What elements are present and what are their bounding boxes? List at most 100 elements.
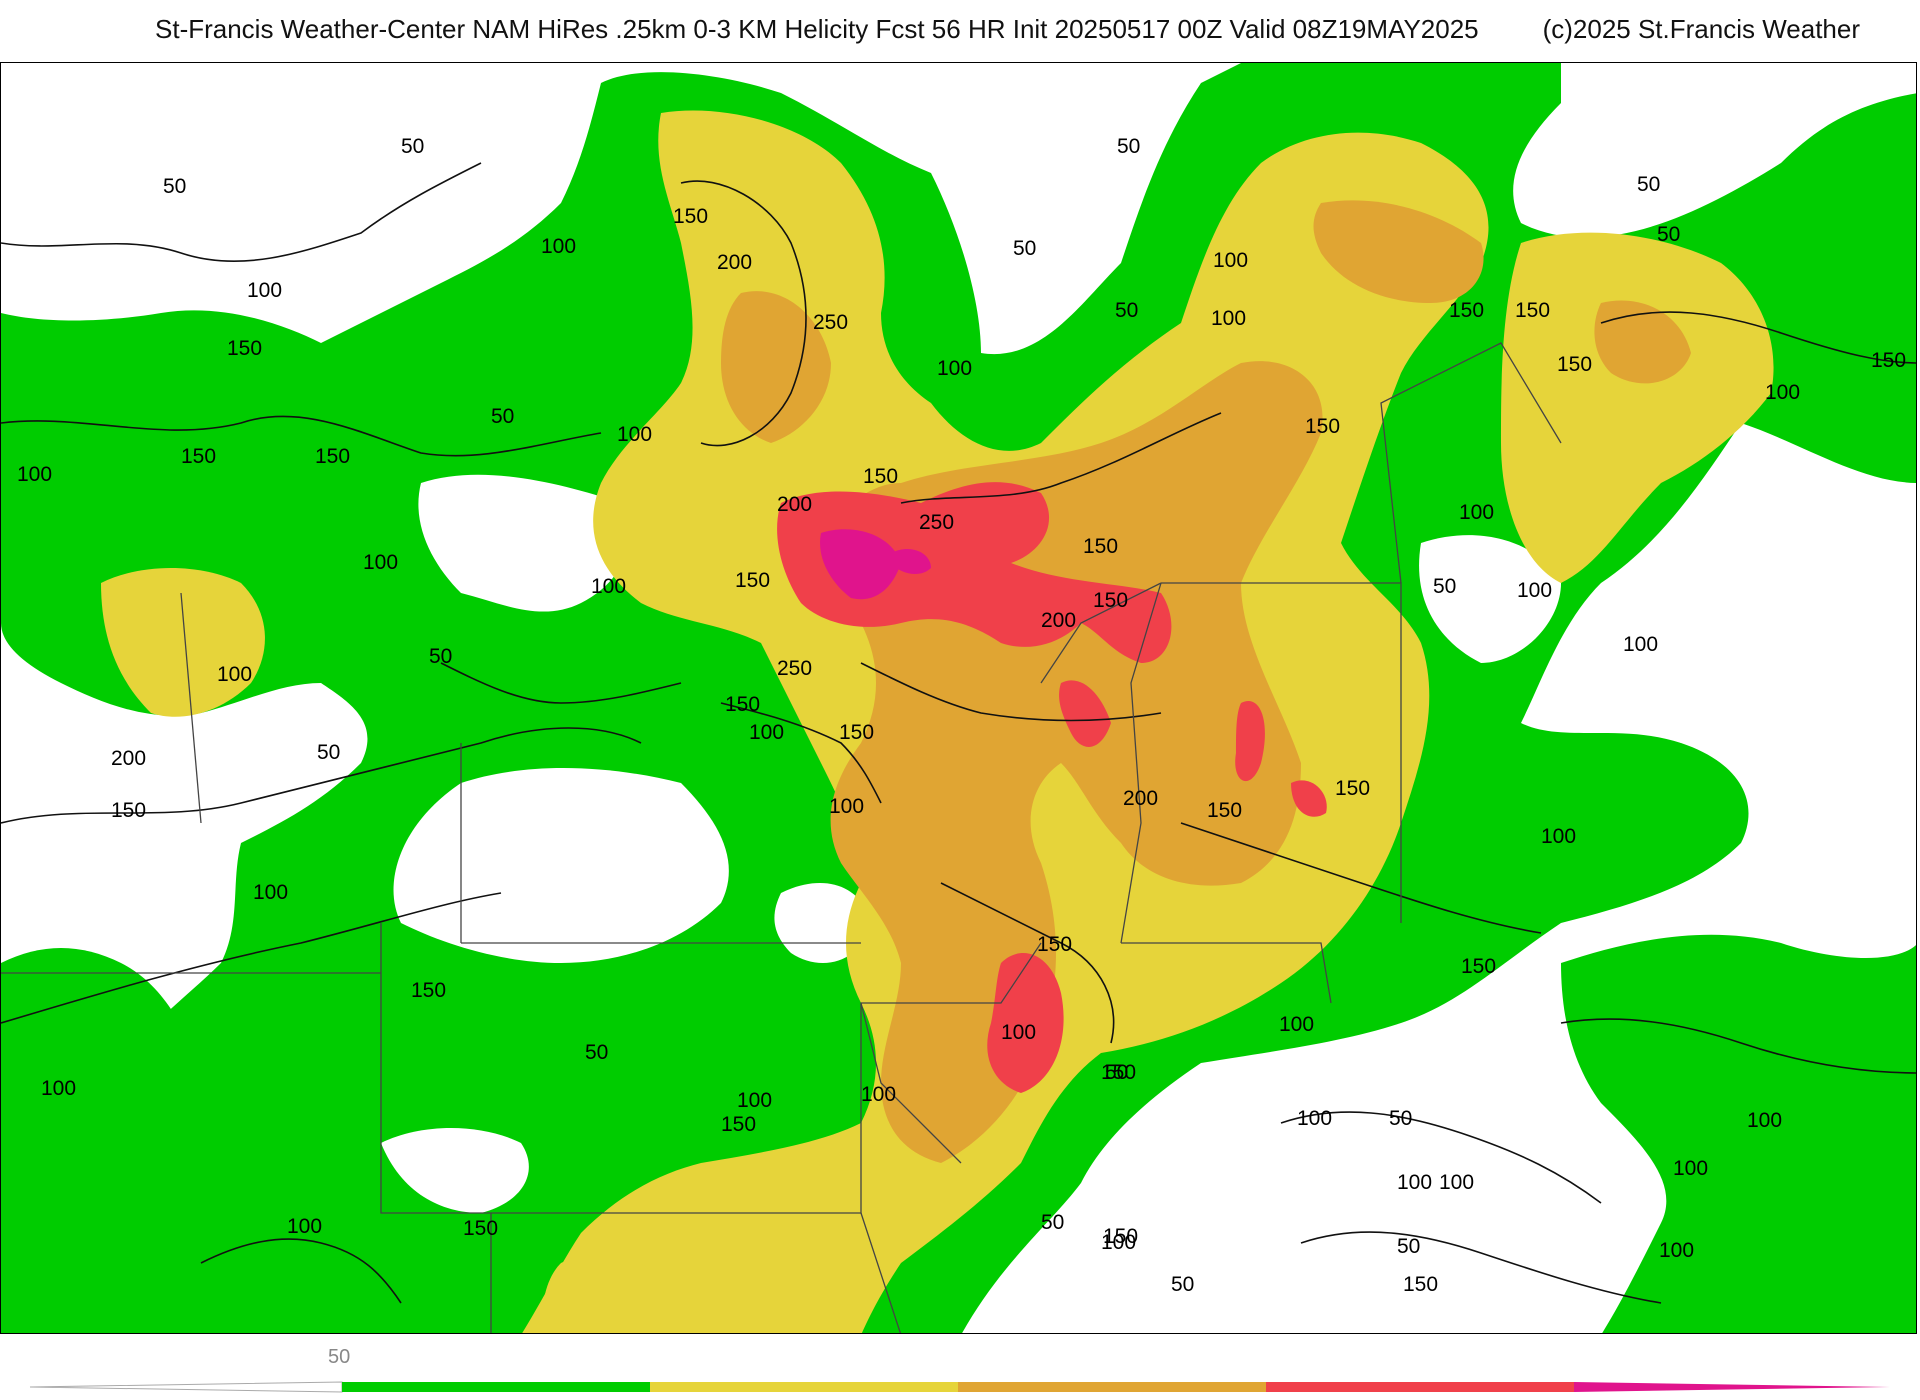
legend-bar [29,1381,1890,1393]
orange-region-north [721,291,831,443]
contour-label: 100 [1001,1021,1036,1044]
contour-label: 150 [1871,349,1906,372]
contour-label: 50 [1013,237,1036,260]
contour-label: 50 [1389,1107,1412,1130]
contour-label: 100 [1459,501,1494,524]
contour-label: 250 [919,511,954,534]
legend-below-50-wedge [29,1381,343,1393]
contour-label: 100 [1765,381,1800,404]
contour-label: 100 [1297,1107,1332,1130]
title-bar: St-Francis Weather-Center NAM HiRes .25k… [0,0,1920,62]
contour-label: 50 [317,741,340,764]
red-region-north [777,482,1172,663]
contour-label: 100 [287,1215,322,1238]
contour-label: 50 [1105,1061,1128,1084]
contour-label: 150 [227,337,262,360]
legend-band-50-100 [342,1382,650,1392]
contour-label: 100 [737,1089,772,1112]
contour-label: 100 [41,1077,76,1100]
contour-label: 150 [111,799,146,822]
legend-band-200-250 [1266,1382,1574,1392]
contour-label: 100 [17,463,52,486]
red-region-east [1235,701,1265,782]
yellow-region-south [541,1252,665,1333]
helicity-contours [1,162,1916,1304]
contour-label: 150 [1461,955,1496,978]
contour-label: 150 [1093,589,1128,612]
contour-label: 50 [401,135,424,158]
contour-label: 100 [1659,1239,1694,1262]
contour-label: 200 [1123,787,1158,810]
contour-label: 100 [617,423,652,446]
contour-label: 50 [1171,1273,1194,1296]
contour-label: 150 [315,445,350,468]
contour-label: 50 [1115,299,1138,322]
contour-label: 50 [429,645,452,668]
contour-label: 200 [717,251,752,274]
band-200-250-layer [777,482,1327,1093]
contour-label: 100 [591,575,626,598]
contour-label: 50 [1657,223,1680,246]
red-region-east-2 [1291,780,1327,817]
contour-label: 100 [1517,579,1552,602]
magenta-region [820,529,901,600]
contour-label: 150 [1305,415,1340,438]
contour-label: 150 [1449,299,1484,322]
color-legend: 50 [0,1340,1920,1400]
contour-label: 100 [217,663,252,686]
contour-label: 100 [363,551,398,574]
contour-label: 50 [1117,135,1140,158]
yellow-region-west [101,568,265,717]
contour-label: 100 [1101,1231,1136,1254]
green-region-west [1,948,210,1333]
contour-label: 150 [411,979,446,1002]
contour-label: 100 [1213,249,1248,272]
copyright-notice: (c)2025 St.Francis Weather [1542,14,1860,44]
contour-label: 200 [1041,609,1076,632]
contour-label: 150 [1101,1061,1136,1084]
contour-label: 150 [735,569,770,592]
contour-label: 50 [585,1041,608,1064]
legend-band-100-150 [650,1382,958,1392]
contour-label: 150 [1403,1273,1438,1296]
contour-label: 100 [1397,1171,1432,1194]
contour-label: 100 [1623,633,1658,656]
contour-label: 100 [1673,1157,1708,1180]
contour-label: 100 [1279,1013,1314,1036]
contour-label: 100 [541,235,576,258]
contour-label: 150 [1557,353,1592,376]
contour-label: 50 [1433,575,1456,598]
helicity-map[interactable]: 50 50 150 100 100 200 250 150 50 100 150… [0,62,1917,1334]
contour-label: 150 [1103,1225,1138,1248]
state-boundaries [1,342,1562,1333]
contour-label: 150 [181,445,216,468]
contour-label: 50 [1637,173,1660,196]
contour-label: 100 [749,721,784,744]
contour-label: 150 [1515,299,1550,322]
contour-label: 50 [1397,1235,1420,1258]
contour-label: 100 [247,279,282,302]
red-region-south [987,953,1064,1093]
contour-label: 100 [1541,825,1576,848]
yellow-region-east [1501,232,1774,583]
contour-label: 50 [491,405,514,428]
band-250-plus-layer [820,529,931,600]
contour-label: 150 [725,693,760,716]
orange-region-northeast [1313,200,1484,303]
contour-label: 200 [777,493,812,516]
contour-label: 250 [777,657,812,680]
legend-band-250-plus [1574,1382,1890,1392]
contour-label: 50 [1041,1211,1064,1234]
contour-labels: 50 50 150 100 100 200 250 150 50 100 150… [17,135,1906,1296]
contour-label: 150 [839,721,874,744]
contour-label: 100 [829,795,864,818]
contour-label: 150 [1335,777,1370,800]
contour-label: 150 [1207,799,1242,822]
contour-label: 150 [721,1113,756,1136]
contour-label: 100 [1439,1171,1474,1194]
contour-label: 150 [673,205,708,228]
red-region-mid [1059,680,1111,747]
contour-label: 150 [1037,933,1072,956]
contour-label: 100 [1211,307,1246,330]
contour-label: 200 [111,747,146,770]
